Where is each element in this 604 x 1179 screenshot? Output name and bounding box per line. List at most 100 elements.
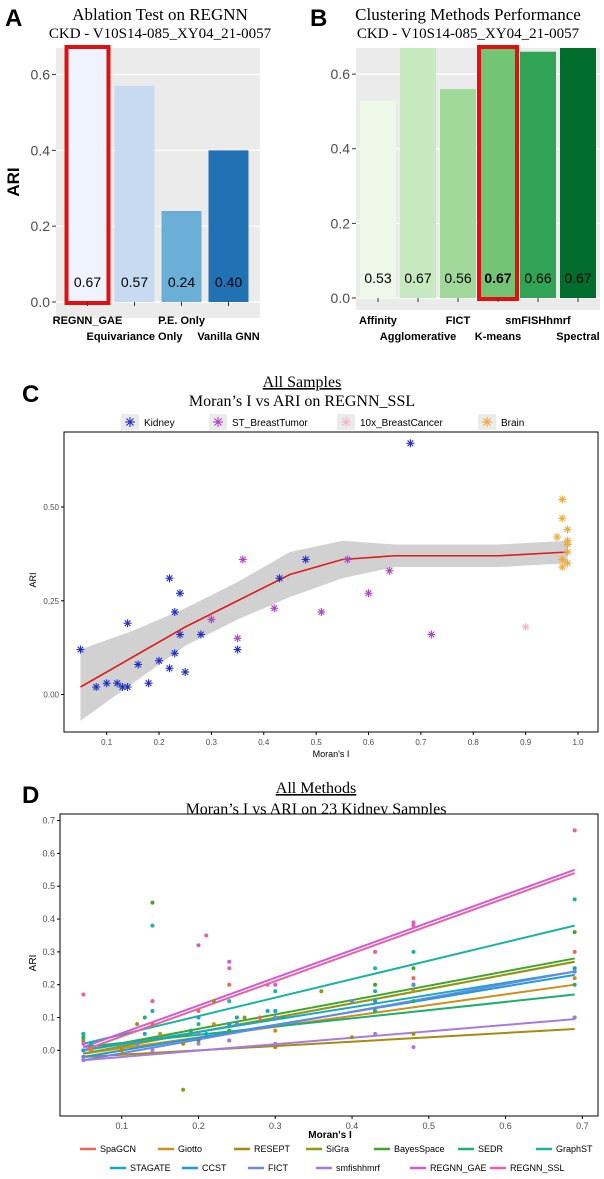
a-xtick-label: P.E. Only [158,315,206,327]
d-point-bayesspace [150,900,155,905]
d-point-graphst [81,1031,86,1036]
d-point-sedr [81,1035,86,1040]
c-xtick-label: 0.9 [520,738,532,747]
c-point-kidney [113,679,122,688]
c-point-kidney [123,619,132,628]
b-data-label: 0.67 [404,270,431,286]
d-legend-label: smfishhmrf [336,1163,381,1173]
d-point-smfishhmrf [196,1041,201,1046]
d-fit-line-smfishhmrf [83,1018,575,1062]
c-point-brain [558,563,567,571]
d-legend-label: SpaGCN [100,1144,136,1154]
c-point-kidney [144,679,153,688]
d-fit-line-graphst [83,924,575,1045]
d-point-giotto [211,1022,216,1027]
d-point-regnn_ssl [411,923,416,928]
c-point-st_breasttumor [343,555,352,564]
d-fit-line-resept [83,1028,575,1058]
c-xtick-label: 0.8 [468,738,480,747]
panel-c-subtitle: Moran’s I vs ARI on REGNN_SSL [189,393,415,410]
c-point-kidney [170,649,179,658]
d-point-fict [81,1054,86,1059]
d-point-ccst [265,1008,270,1013]
b-bar [520,51,556,299]
c-point-st_breasttumor [270,604,279,613]
panel-d-chart: All Methods Moran’s I vs ARI on 23 Kidne… [28,780,599,1173]
d-point-giotto [572,976,577,981]
panel-c-xlabel: Moran's I [313,749,350,759]
c-xtick-label: 0.3 [206,738,218,747]
c-point-kidney [301,555,310,564]
d-point-ccst [81,1048,86,1053]
d-legend-label: CCST [202,1163,227,1173]
d-point-giotto [411,989,416,994]
c-legend-marker [125,417,135,427]
b-bar [560,48,596,298]
d-point-bayesspace [227,1028,232,1033]
d-point-sedr [280,1015,285,1020]
c-point-10x_breastcancer [521,623,530,631]
a-xtick-label: Equivariance Only [87,331,184,343]
panel-a-subtitle: CKD - V10S14-085_XY04_21-0057 [49,26,272,42]
a-bar [161,211,202,302]
d-xtick-label: 0.5 [423,1121,436,1131]
c-xtick-label: 1.0 [572,738,584,747]
c-point-kidney [92,683,101,691]
d-point-sedr [373,1008,378,1013]
d-point-spagcn [227,982,232,987]
c-point-brain [558,495,567,504]
b-data-label: 0.67 [564,270,591,286]
d-point-sedr [188,1028,193,1033]
c-point-kidney [134,660,143,669]
c-point-kidney [165,664,174,673]
d-legend-label: FICT [268,1163,288,1173]
d-point-regnn_gae [81,1041,86,1046]
a-data-label: 0.24 [168,274,195,290]
c-point-st_breasttumor [233,634,242,643]
d-ytick-label: 0.6 [42,848,55,858]
d-point-regnn_ssl [227,966,232,971]
c-xtick-label: 0.4 [258,738,270,747]
d-ytick-label: 0.4 [42,914,55,924]
panel-letter-b: B [310,5,327,32]
d-xtick-label: 0.1 [115,1121,128,1131]
d-point-sedr [411,999,416,1004]
a-bar [67,48,108,302]
c-point-kidney [118,683,127,691]
c-point-kidney [76,645,85,654]
d-point-sigra [135,1022,140,1027]
b-xtick-label: smFISHhmrf [505,315,571,327]
d-point-spagcn [572,949,577,954]
c-point-brain [558,555,567,564]
b-data-label: 0.66 [524,270,551,286]
b-xtick-label: K-means [475,331,521,343]
d-point-fict [273,1015,278,1020]
d-point-stagate [234,1015,239,1020]
d-point-graphst [572,897,577,902]
d-point-regnn_ssl [265,982,270,987]
d-point-graphst [227,999,232,1004]
d-fit-line-stagate [83,970,575,1052]
c-point-st_breasttumor [385,566,394,575]
d-ytick-label: 0.7 [42,816,55,826]
b-ytick-label: 0.2 [331,215,351,231]
d-ytick-label: 0.3 [42,947,55,957]
d-point-ccst [373,999,378,1004]
b-bar [480,48,516,298]
b-xtick-label: FICT [446,315,471,327]
d-point-resept [273,1045,278,1050]
c-legend-label: 10x_BreastCancer [360,418,443,429]
c-point-brain [563,540,572,549]
d-point-ccst [142,1031,147,1036]
c-point-kidney [233,645,242,654]
d-point-sigra [211,999,216,1004]
c-point-kidney [175,630,184,639]
d-point-bayesspace [411,966,416,971]
d-point-smfishhmrf [227,1038,232,1043]
d-point-fict [572,969,577,974]
d-fit-line-bayesspace [83,957,575,1052]
c-legend-label: Brain [501,418,524,429]
c-point-st_breasttumor [207,615,216,624]
b-ytick-label: 0.4 [331,141,351,157]
c-xtick-label: 0.6 [363,738,375,747]
